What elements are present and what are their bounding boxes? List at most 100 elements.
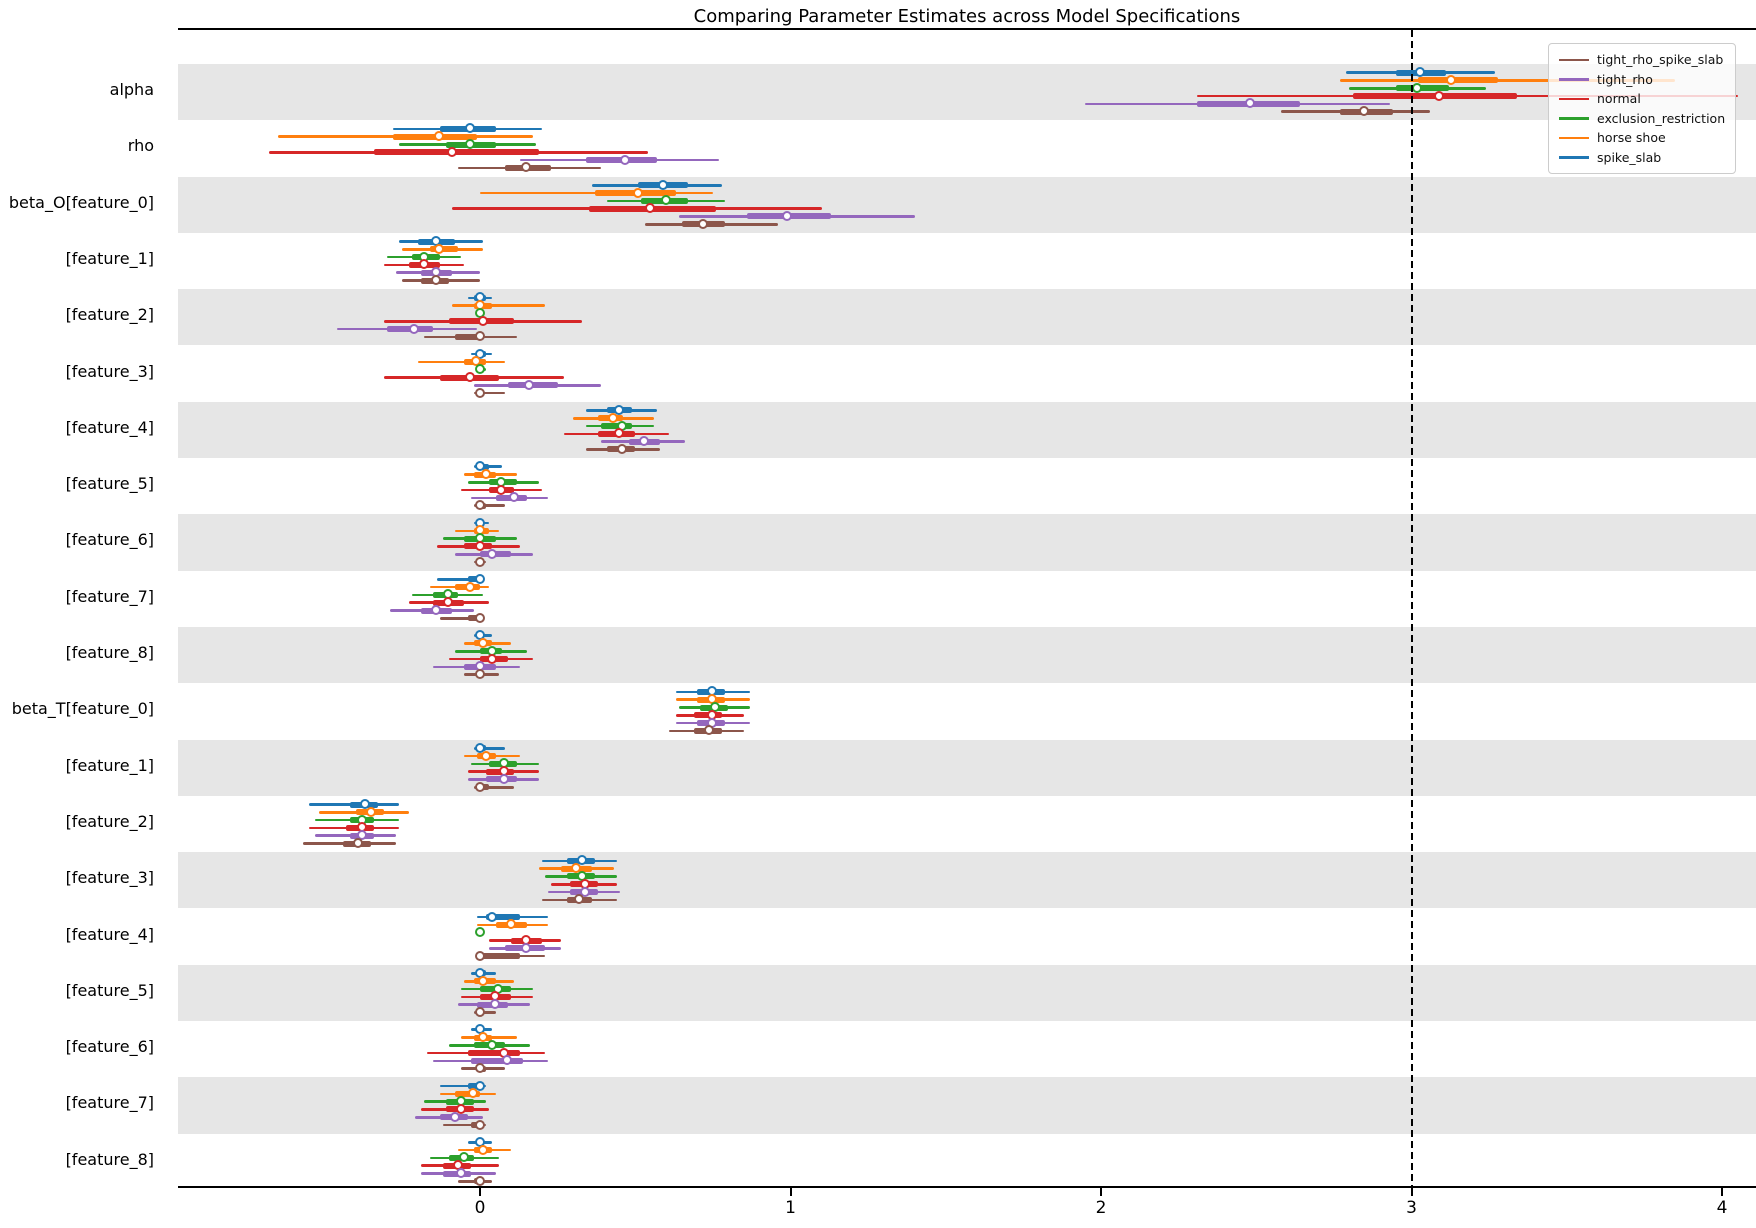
legend-line-icon bbox=[1559, 156, 1589, 159]
point-estimate-tight_rho bbox=[455, 1168, 466, 1179]
x-tick-mark bbox=[479, 1188, 481, 1196]
reference-line bbox=[1410, 30, 1413, 1186]
point-estimate-horse shoe bbox=[480, 469, 491, 480]
row-band bbox=[178, 289, 1756, 346]
point-estimate-normal bbox=[474, 540, 485, 551]
chart-title: Comparing Parameter Estimates across Mod… bbox=[693, 6, 1241, 27]
legend-line-icon bbox=[1559, 58, 1589, 61]
y-tick-label: [feature_5] bbox=[65, 474, 154, 494]
point-estimate-normal bbox=[645, 203, 656, 214]
point-estimate-horse shoe bbox=[477, 1144, 488, 1155]
legend-line-icon bbox=[1559, 78, 1589, 81]
legend-entry: tight_rho_spike_slab bbox=[1559, 50, 1725, 70]
legend-label: tight_rho_spike_slab bbox=[1597, 52, 1724, 67]
point-estimate-tight_rho_spike_slab bbox=[474, 387, 485, 398]
x-tick-mark bbox=[1100, 1188, 1102, 1196]
point-estimate-tight_rho bbox=[490, 999, 501, 1010]
point-estimate-tight_rho_spike_slab bbox=[353, 838, 364, 849]
point-estimate-normal bbox=[446, 146, 457, 157]
point-estimate-horse shoe bbox=[477, 1032, 488, 1043]
point-estimate-tight_rho bbox=[449, 1111, 460, 1122]
y-tick-label: [feature_4] bbox=[65, 924, 154, 944]
point-estimate-exclusion_restriction bbox=[474, 927, 485, 938]
point-estimate-normal bbox=[455, 1103, 466, 1114]
point-estimate-tight_rho bbox=[486, 548, 497, 559]
inner-interval-tight_rho_spike_slab bbox=[480, 784, 490, 791]
legend-label: tight_rho bbox=[1597, 71, 1653, 87]
point-estimate-horse shoe bbox=[365, 806, 376, 817]
point-estimate-horse shoe bbox=[477, 975, 488, 986]
point-estimate-exclusion_restriction bbox=[458, 1152, 469, 1163]
inner-interval-spike_slab bbox=[467, 576, 480, 583]
point-estimate-tight_rho_spike_slab bbox=[474, 612, 485, 623]
point-estimate-horse shoe bbox=[505, 919, 516, 930]
y-tick-label: [feature_7] bbox=[65, 586, 154, 606]
point-estimate-tight_rho bbox=[620, 154, 631, 165]
point-estimate-tight_rho_spike_slab bbox=[474, 1063, 485, 1074]
legend-label: normal bbox=[1597, 91, 1641, 106]
x-tick-label: 0 bbox=[474, 1198, 486, 1218]
point-estimate-tight_rho_spike_slab bbox=[474, 1175, 485, 1186]
y-tick-label: alpha bbox=[109, 80, 154, 99]
row-band bbox=[178, 64, 1756, 121]
point-estimate-spike_slab bbox=[474, 1080, 485, 1091]
y-tick-label: [feature_2] bbox=[65, 811, 154, 831]
y-tick-label: [feature_6] bbox=[65, 1037, 154, 1057]
point-estimate-exclusion_restriction bbox=[1412, 82, 1423, 93]
y-tick-label: [feature_3] bbox=[65, 868, 154, 888]
point-estimate-spike_slab bbox=[359, 799, 370, 810]
outer-interval-tight_rho_spike_slab bbox=[473, 785, 515, 789]
point-estimate-normal bbox=[1433, 90, 1444, 101]
legend-label: exclusion_restriction bbox=[1597, 110, 1726, 126]
point-estimate-tight_rho_spike_slab bbox=[474, 500, 485, 511]
inner-interval-exclusion_restriction bbox=[601, 423, 633, 430]
point-estimate-tight_rho_spike_slab bbox=[474, 1006, 485, 1017]
inner-interval-horse shoe bbox=[430, 246, 459, 253]
point-estimate-tight_rho_spike_slab bbox=[474, 1119, 485, 1130]
legend-entry: spike_slab bbox=[1559, 148, 1725, 168]
point-estimate-normal bbox=[465, 372, 476, 383]
outer-interval-horse shoe bbox=[417, 360, 505, 364]
inner-interval-horse shoe bbox=[455, 1090, 480, 1097]
inner-interval-tight_rho bbox=[470, 1057, 524, 1064]
point-estimate-normal bbox=[443, 597, 454, 608]
row-band bbox=[178, 739, 1756, 796]
point-estimate-horse shoe bbox=[608, 412, 618, 423]
y-tick-label: [feature_4] bbox=[65, 417, 154, 437]
point-estimate-tight_rho_spike_slab bbox=[474, 669, 485, 680]
y-tick-label: [feature_1] bbox=[65, 755, 154, 775]
point-estimate-tight_rho_spike_slab bbox=[474, 950, 485, 961]
y-tick-label: [feature_1] bbox=[65, 248, 154, 268]
outer-interval-spike_slab bbox=[439, 1084, 487, 1088]
x-tick-mark bbox=[1721, 1188, 1723, 1196]
inner-interval-horse shoe bbox=[1417, 77, 1499, 84]
point-estimate-tight_rho_spike_slab bbox=[704, 725, 715, 736]
point-estimate-spike_slab bbox=[576, 855, 587, 866]
y-tick-label: beta_O[feature_0] bbox=[8, 192, 154, 212]
row-band bbox=[178, 627, 1756, 684]
inner-interval-spike_slab bbox=[467, 1083, 480, 1090]
point-estimate-exclusion_restriction bbox=[474, 364, 485, 375]
point-estimate-spike_slab bbox=[614, 404, 625, 415]
point-estimate-horse shoe bbox=[434, 131, 445, 142]
outer-interval-tight_rho_spike_slab bbox=[439, 617, 484, 620]
point-estimate-spike_slab bbox=[474, 573, 485, 584]
legend-entry: tight_rho bbox=[1559, 70, 1725, 90]
inner-interval-exclusion_restriction bbox=[1395, 85, 1449, 92]
legend-entry: normal bbox=[1559, 89, 1725, 109]
point-estimate-horse shoe bbox=[468, 1088, 479, 1099]
outer-interval-tight_rho_spike_slab bbox=[473, 504, 505, 508]
y-tick-label: [feature_5] bbox=[65, 980, 154, 1000]
outer-interval-horse shoe bbox=[1340, 79, 1676, 82]
outer-interval-spike_slab bbox=[436, 578, 484, 581]
point-estimate-horse shoe bbox=[632, 187, 643, 198]
point-estimate-horse shoe bbox=[570, 863, 581, 874]
row-band bbox=[178, 514, 1756, 571]
y-tick-label: beta_T[feature_0] bbox=[11, 699, 154, 719]
point-estimate-tight_rho_spike_slab bbox=[573, 894, 584, 905]
point-estimate-tight_rho_spike_slab bbox=[1359, 106, 1370, 117]
point-estimate-horse shoe bbox=[477, 637, 488, 648]
row-band bbox=[178, 176, 1756, 233]
point-estimate-tight_rho_spike_slab bbox=[617, 443, 628, 454]
x-tick-label: 3 bbox=[1406, 1198, 1417, 1218]
